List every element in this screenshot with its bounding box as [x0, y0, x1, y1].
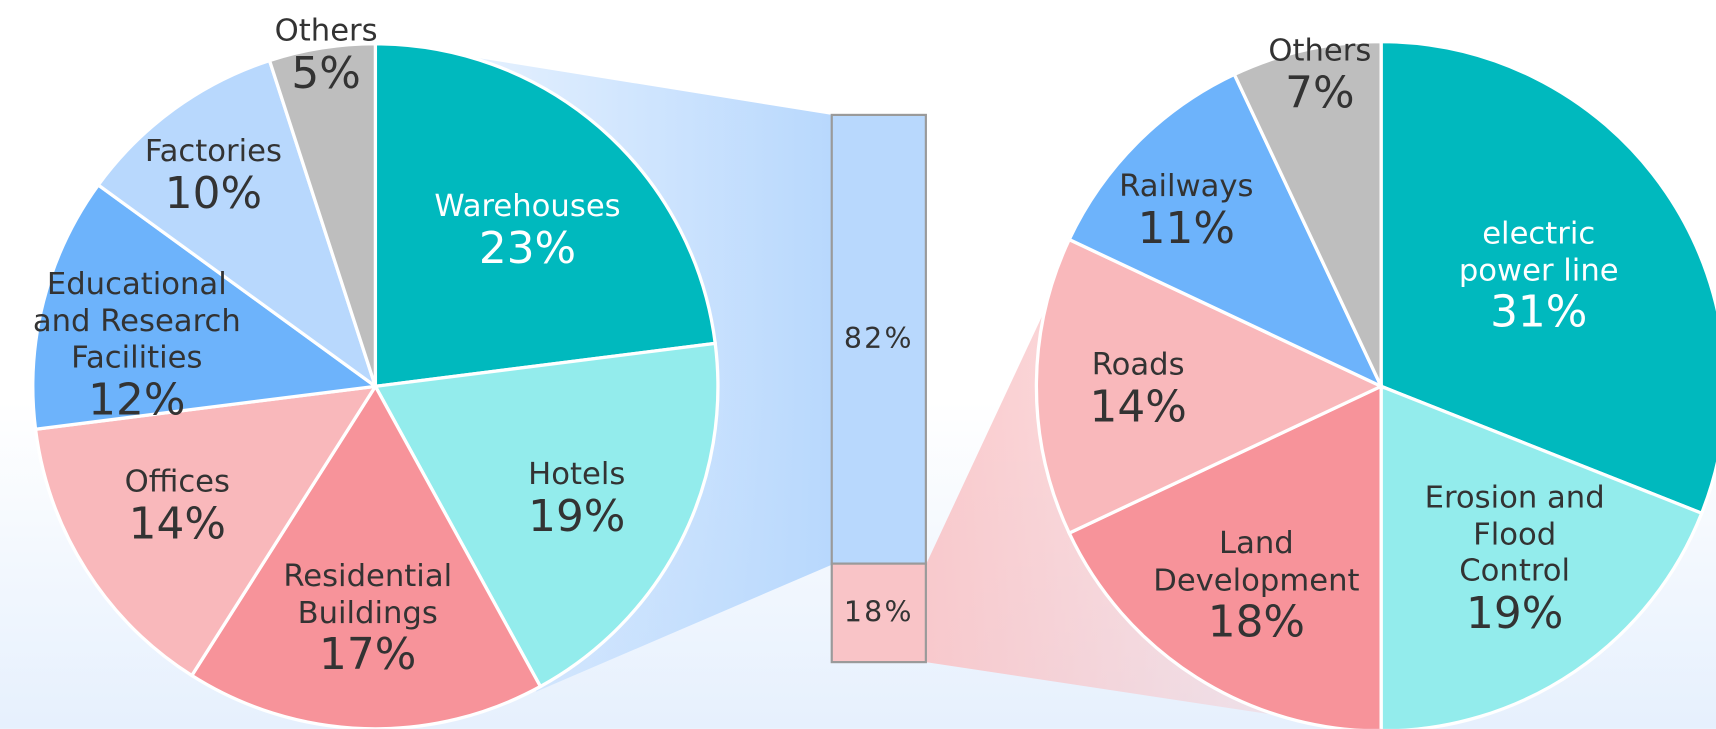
value-label: 19%	[1466, 588, 1564, 639]
category-label: Land Development	[1153, 524, 1360, 598]
pie-slice	[1034, 237, 1385, 536]
category-label: electric power line	[1458, 214, 1619, 288]
category-label: Educational and Research Facilities	[32, 265, 241, 376]
slice-label: Offices 14%	[125, 463, 230, 548]
value-label: 18%	[1207, 597, 1306, 648]
slice-label: Educational and Research Facilities 12%	[33, 266, 241, 424]
pie-slice	[95, 58, 379, 391]
pie-slice	[1067, 383, 1383, 729]
value-label: 23%	[478, 223, 577, 274]
pie-slice	[33, 384, 379, 678]
value-label: 82%	[843, 322, 914, 356]
value-label: 5%	[291, 47, 361, 99]
value-label: 14%	[128, 498, 226, 550]
value-label: 31%	[1490, 287, 1588, 338]
slice-label: Others 7%	[1268, 32, 1371, 117]
pie-slice	[372, 341, 720, 689]
slice-label: Warehouses 23%	[434, 187, 620, 272]
slice-label: Hotels 19%	[528, 455, 625, 540]
slice-label: Erosion and Flood Control 19%	[1414, 479, 1615, 637]
value-label: 17%	[319, 629, 417, 681]
bar-segment	[830, 562, 927, 664]
category-label: Others	[1268, 31, 1372, 69]
slice-label: Roads 14%	[1090, 346, 1187, 431]
pie-slice	[1067, 72, 1385, 390]
value-label: 14%	[1089, 381, 1187, 433]
pie-slice	[1379, 39, 1716, 516]
value-label: 12%	[88, 374, 186, 426]
pie-slice	[31, 182, 380, 432]
pie-slice	[1379, 383, 1704, 729]
value-label: 18%	[843, 596, 914, 630]
slice-label: Factories 10%	[145, 133, 282, 218]
bar-segment	[830, 113, 927, 565]
category-label: Hotels	[528, 455, 626, 492]
category-label: Roads	[1091, 346, 1185, 383]
slice-label: Land Development 18%	[1153, 525, 1359, 647]
category-label: Railways	[1119, 167, 1254, 204]
category-label: Offices	[124, 463, 231, 500]
category-label: Factories	[144, 132, 282, 169]
value-label: 7%	[1285, 67, 1355, 118]
slice-label: Railways 11%	[1119, 168, 1253, 253]
category-label: Residential Buildings	[283, 557, 453, 631]
category-label: Others	[274, 12, 378, 49]
pie-slice	[1232, 39, 1383, 388]
value-label: 19%	[528, 491, 626, 542]
pie-slice	[373, 42, 718, 389]
slice-label: Others 5%	[275, 12, 378, 97]
slice-label: Residential Buildings 17%	[283, 557, 452, 679]
category-label: Erosion and Flood Control	[1424, 478, 1605, 589]
slice-label: electric power line 31%	[1459, 215, 1619, 337]
value-label: 11%	[1137, 203, 1235, 254]
category-label: Warehouses	[434, 187, 621, 224]
pie-slice	[267, 42, 378, 387]
value-label: 10%	[164, 168, 263, 219]
